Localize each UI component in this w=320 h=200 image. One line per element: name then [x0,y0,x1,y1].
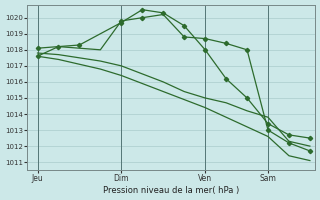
X-axis label: Pression niveau de la mer( hPa ): Pression niveau de la mer( hPa ) [103,186,239,195]
